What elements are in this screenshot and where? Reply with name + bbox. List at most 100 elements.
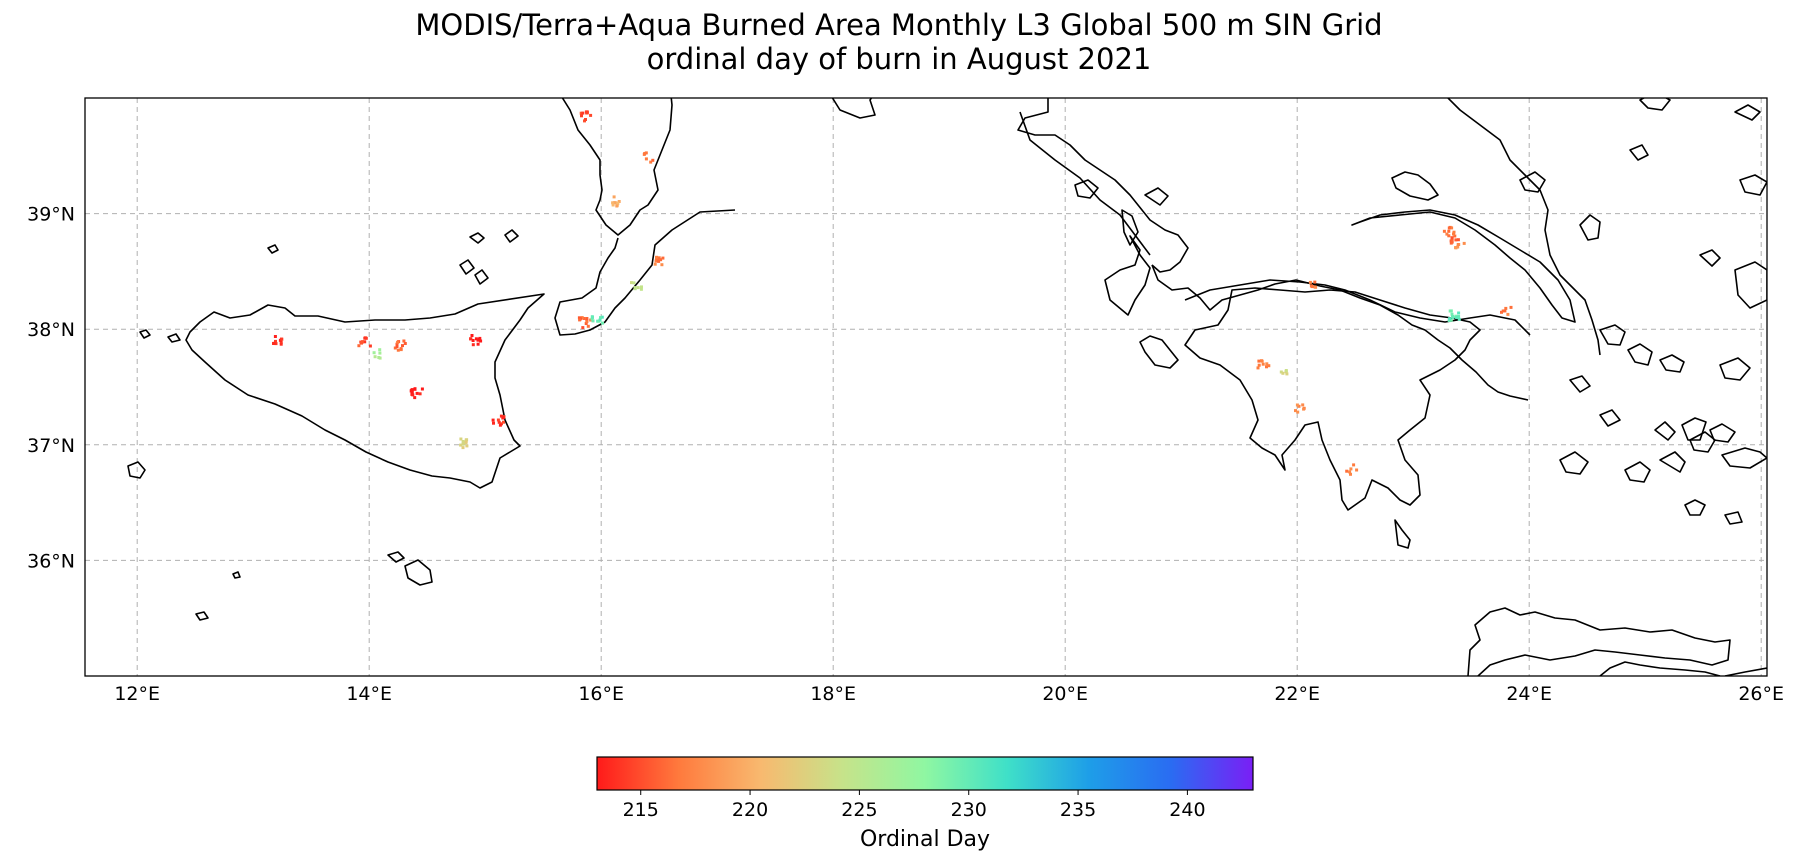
coastline-island-aegean-17 [1629, 144, 1649, 161]
coastline-island-egadi-1 [139, 329, 151, 339]
burned-area-19 [653, 255, 665, 267]
coastline-island-aegean-8 [1569, 375, 1591, 393]
coastline-island-lampedusa [195, 611, 209, 621]
coastline-lefkada [1121, 209, 1139, 246]
coastline-calabria-south [554, 209, 736, 336]
coastline-italy-north [831, 98, 876, 119]
burned-area-13 [409, 387, 424, 400]
coastline-island-aegean-9 [1559, 451, 1589, 475]
burned-area-7 [1345, 463, 1359, 476]
coastline-sicily [185, 293, 545, 489]
coastlines [127, 98, 1767, 676]
colorbar-tick-label: 220 [732, 799, 768, 821]
coastline-island-aeolian-2 [459, 259, 475, 275]
coastline-attica-gulf [1184, 279, 1531, 336]
coastline-island-pantelleria [127, 461, 146, 479]
coastline-northeast [1447, 98, 1601, 356]
coastline-island-aeolian-3 [474, 269, 489, 285]
coastline-calabria [561, 98, 673, 236]
lon-tick-label: 14°E [346, 683, 392, 705]
coastline-island-aegean-16 [1639, 98, 1671, 111]
lat-tick-label: 36°N [27, 550, 75, 572]
burned-area-8 [1294, 403, 1306, 414]
burned-area-18 [630, 281, 643, 291]
burned-area-24 [272, 335, 284, 346]
burned-area-1 [1449, 232, 1460, 245]
burned-area-21 [642, 151, 655, 164]
coastline-crete [1467, 607, 1731, 676]
coastline-island-aeolian-1 [469, 232, 485, 244]
coastline-zakynthos [1139, 335, 1179, 369]
colorbar-tick-label: 240 [1169, 799, 1205, 821]
coastline-island-aegean-20 [1519, 171, 1546, 193]
burned-area-6 [1279, 369, 1289, 376]
coastline-island-aegean-3 [1599, 324, 1626, 346]
lon-tick-label: 26°E [1738, 683, 1784, 705]
colorbar-tick-label: 230 [951, 799, 987, 821]
lon-tick-label: 22°E [1274, 683, 1320, 705]
coastline-island-aegean-15 [1724, 511, 1743, 525]
gridlines [85, 98, 1767, 676]
burned-area-0 [1442, 225, 1457, 238]
coastline-island-egadi-2 [167, 333, 181, 343]
burned-area-20 [611, 195, 621, 208]
colorbar-tick-label: 215 [623, 799, 659, 821]
burned-area-12 [357, 336, 372, 348]
coastline-island-aegean-5 [1659, 354, 1685, 373]
lon-tick-label: 12°E [114, 683, 160, 705]
latitude-ticks: 36°N 37°N 38°N 39°N [27, 204, 75, 573]
colorbar: 215 220 225 230 235 240 Ordinal Day [596, 756, 1254, 852]
coastline-island-dodecanese [1721, 447, 1767, 469]
coastline-corner-east [1724, 667, 1767, 676]
coastline-island-aegean-18 [1734, 104, 1761, 121]
burned-area-14 [459, 437, 469, 450]
coastline-island-aegean-23 [1599, 409, 1621, 427]
map-title: MODIS/Terra+Aqua Burned Area Monthly L3 … [0, 8, 1798, 76]
coastline-island-aegean-6 [1681, 417, 1707, 441]
burned-area-9 [1308, 280, 1318, 289]
colorbar-ticks: 215 220 225 230 235 240 [623, 790, 1206, 821]
coastline-island-malta [404, 559, 433, 586]
lon-tick-label: 20°E [1042, 683, 1088, 705]
title-line-2: ordinal day of burn in August 2021 [646, 42, 1152, 76]
lon-tick-label: 16°E [578, 683, 624, 705]
burned-area-22 [579, 110, 593, 123]
lon-tick-label: 18°E [810, 683, 856, 705]
burned-area-5 [1256, 359, 1271, 370]
coastline-island-aegean-14 [1684, 499, 1706, 516]
coastline-island-aegean-4 [1627, 343, 1653, 366]
burned-area-4 [1500, 305, 1513, 316]
burned-area-2 [1454, 241, 1466, 250]
coastline-island-aegean-2 [1734, 261, 1767, 309]
map-frame [84, 97, 1768, 677]
title-line-1: MODIS/Terra+Aqua Burned Area Monthly L3 … [415, 8, 1383, 42]
colorbar-tick-label: 225 [841, 799, 877, 821]
coastline-island-aeolian-4 [504, 229, 519, 243]
burned-area-17 [590, 315, 604, 325]
burned-area-10 [393, 339, 407, 352]
coastline-island-gozo [387, 551, 405, 563]
coastline-greece-interior [1151, 264, 1529, 401]
coastline-island-ionian-1 [1074, 179, 1099, 199]
colorbar-label: Ordinal Day [860, 827, 990, 852]
burned-area-16 [577, 316, 593, 330]
coastline-island-aegean-1 [1579, 214, 1601, 241]
burned-area-15 [372, 348, 382, 360]
lat-tick-label: 39°N [27, 204, 75, 226]
coastline-island-kythira [1394, 519, 1411, 549]
coastline-kefalonia [1104, 235, 1151, 316]
coastline-greece-north [1017, 98, 1189, 273]
burned-area-layer [272, 110, 1513, 476]
colorbar-gradient [596, 756, 1254, 791]
coastline-west-greece [1019, 111, 1151, 256]
coastline-island-aegean-11 [1659, 451, 1686, 473]
coastline-crete-east [1599, 661, 1721, 676]
coastline-island-aegean-10 [1624, 461, 1651, 483]
coastline-island-aegean-12 [1689, 431, 1716, 453]
burned-area-23 [491, 414, 506, 427]
longitude-ticks: 12°E 14°E 16°E 18°E 20°E 22°E 24°E 26°E [114, 683, 1784, 705]
lat-tick-label: 37°N [27, 435, 75, 457]
lat-tick-label: 38°N [27, 319, 75, 341]
coastline-island-linosa [232, 571, 241, 579]
